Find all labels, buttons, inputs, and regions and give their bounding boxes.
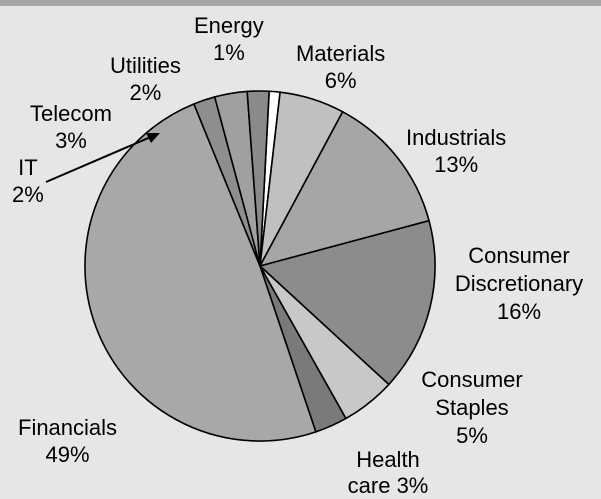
label-materials-name: Materials — [296, 41, 386, 66]
label-energy: Energy 1% — [194, 12, 264, 66]
label-it-pct: 2% — [12, 182, 44, 207]
label-consumer-discretionary-pct: 16% — [496, 299, 542, 324]
label-utilities-pct: 2% — [129, 80, 162, 105]
label-consumer-discretionary-name: Consumer Discretionary — [454, 243, 584, 296]
label-utilities-name: Utilities — [110, 53, 181, 78]
label-it-name: IT — [18, 155, 38, 180]
pie-slice-industrials — [258, 110, 431, 268]
label-industrials: Industrials 13% — [406, 124, 506, 178]
label-telecom-name: Telecom — [30, 101, 112, 126]
label-consumer-discretionary: Consumer Discretionary 16% — [444, 242, 594, 326]
label-industrials-pct: 13% — [434, 152, 479, 177]
label-health-care: Health care 3% — [338, 447, 438, 499]
label-financials-pct: 49% — [45, 442, 90, 467]
label-materials: Materials 6% — [296, 40, 385, 94]
label-energy-name: Energy — [194, 13, 264, 38]
label-energy-pct: 1% — [212, 40, 245, 65]
label-telecom: Telecom 3% — [30, 100, 112, 154]
label-health-care-name: Health care — [347, 447, 420, 498]
label-financials-name: Financials — [18, 415, 118, 440]
pie-slice-consumer-discretionary — [258, 219, 436, 386]
pie-slice-utilities — [246, 90, 271, 267]
label-materials-pct: 6% — [324, 68, 357, 93]
label-industrials-name: Industrials — [406, 125, 507, 150]
pie-slice-financials — [84, 102, 317, 442]
it-leader-arrowhead — [146, 133, 160, 143]
label-it: IT 2% — [12, 154, 44, 208]
pie-chart — [45, 90, 436, 442]
label-consumer-staples-name: Consumer Staples — [421, 367, 523, 420]
label-utilities: Utilities 2% — [110, 52, 181, 106]
label-telecom-pct: 3% — [55, 128, 87, 153]
it-leader-line — [45, 135, 154, 183]
label-financials: Financials 49% — [18, 414, 117, 468]
label-consumer-staples-pct: 5% — [456, 423, 488, 448]
label-consumer-staples: Consumer Staples 5% — [414, 366, 530, 450]
label-health-care-pct: 3% — [396, 473, 429, 498]
